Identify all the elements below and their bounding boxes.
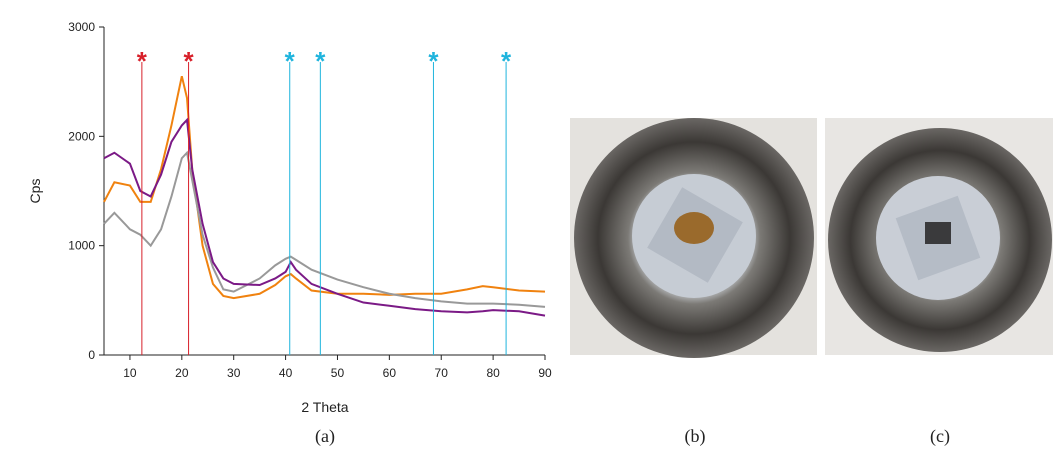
data-line [103, 75, 546, 300]
x-tick-label: 20 [175, 366, 189, 380]
x-tick-label: 70 [435, 366, 449, 380]
x-tick-label: 90 [538, 366, 552, 380]
marker-label: * [315, 46, 326, 76]
marker-label: * [184, 46, 195, 76]
data-line [103, 117, 546, 317]
y-tick-label: 1000 [68, 239, 95, 253]
y-tick-label: 3000 [68, 20, 95, 34]
x-tick-label: 80 [486, 366, 500, 380]
data-line [103, 150, 546, 308]
x-tick-label: 30 [227, 366, 241, 380]
marker-label: * [501, 46, 512, 76]
x-tick-label: 60 [383, 366, 397, 380]
marker-label: * [137, 46, 148, 76]
marker-label: * [285, 46, 296, 76]
x-tick-label: 10 [123, 366, 137, 380]
panel-label: (a) [315, 426, 335, 447]
panel-label: (c) [930, 426, 950, 447]
marker-label: * [428, 46, 439, 76]
x-tick-label: 40 [279, 366, 293, 380]
photo-b [570, 118, 817, 358]
y-tick-label: 2000 [68, 129, 95, 143]
x-axis-label: 2 Theta [301, 399, 348, 415]
panel-label: (b) [685, 426, 706, 447]
y-tick-label: 0 [88, 348, 95, 362]
x-tick-label: 50 [331, 366, 345, 380]
photo-c [825, 118, 1053, 355]
y-axis-label: Cps [27, 179, 43, 204]
